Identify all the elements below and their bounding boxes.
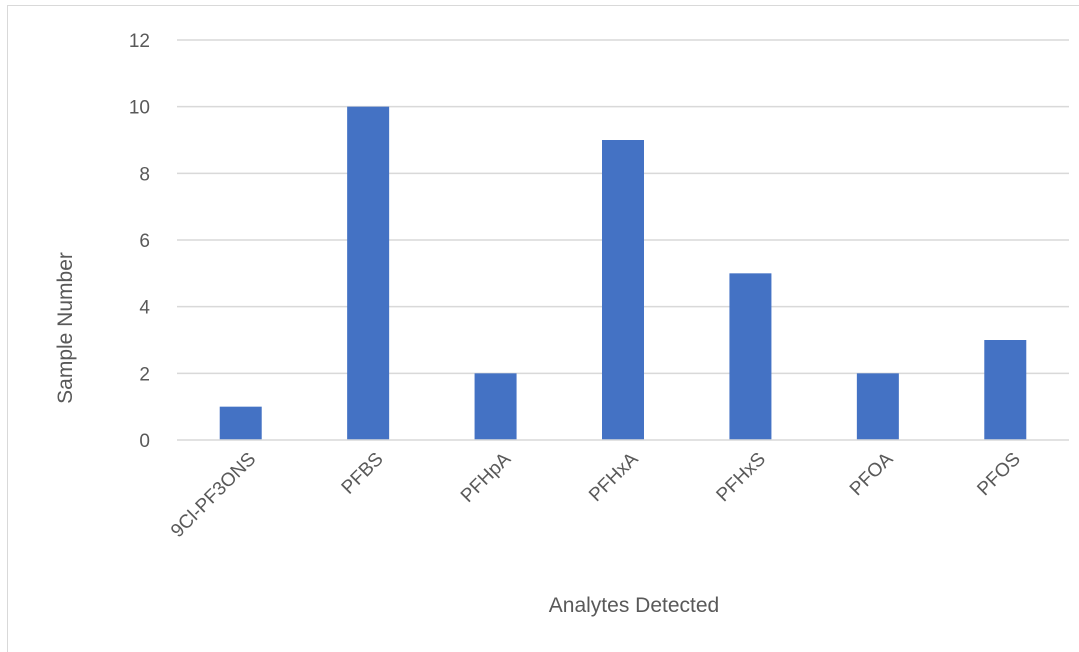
x-tick-label: PFHxA	[585, 448, 643, 506]
bar-pfhxs	[729, 273, 772, 440]
x-tick-label: 9Cl-PF3ONS	[167, 449, 260, 542]
y-tick-label: 8	[139, 164, 150, 185]
y-tick-label: 0	[139, 431, 150, 452]
bar-9cl-pf3ons	[219, 406, 262, 440]
y-tick-label: 10	[129, 98, 150, 119]
y-tick-label: 12	[129, 31, 150, 52]
x-tick-label: PFBS	[338, 449, 388, 499]
x-tick-label: PFOA	[846, 448, 898, 500]
y-axis-tick-labels: 0 2 4 6 8 10 12	[129, 31, 151, 452]
bar-pfhxa	[602, 140, 644, 440]
y-tick-label: 6	[139, 231, 150, 252]
x-axis-title: Analytes Detected	[549, 594, 719, 617]
x-tick-label: PFHxS	[713, 449, 770, 506]
bar-pfbs	[347, 106, 390, 441]
bars	[219, 106, 1027, 441]
y-tick-label: 2	[139, 364, 150, 385]
bar-pfos	[984, 340, 1027, 440]
bar-pfhpa	[474, 373, 517, 440]
x-axis-tick-labels: 9Cl-PF3ONS PFBS PFHpA PFHxA PFHxS PFOA PFOS	[167, 448, 1025, 541]
bar-pfoa	[856, 373, 899, 440]
y-axis-title: Sample Number	[54, 252, 77, 404]
x-tick-label: PFOS	[973, 449, 1024, 500]
y-tick-label: 4	[139, 298, 150, 319]
x-tick-label: PFHpA	[457, 448, 515, 506]
chart-frame	[7, 5, 1079, 652]
